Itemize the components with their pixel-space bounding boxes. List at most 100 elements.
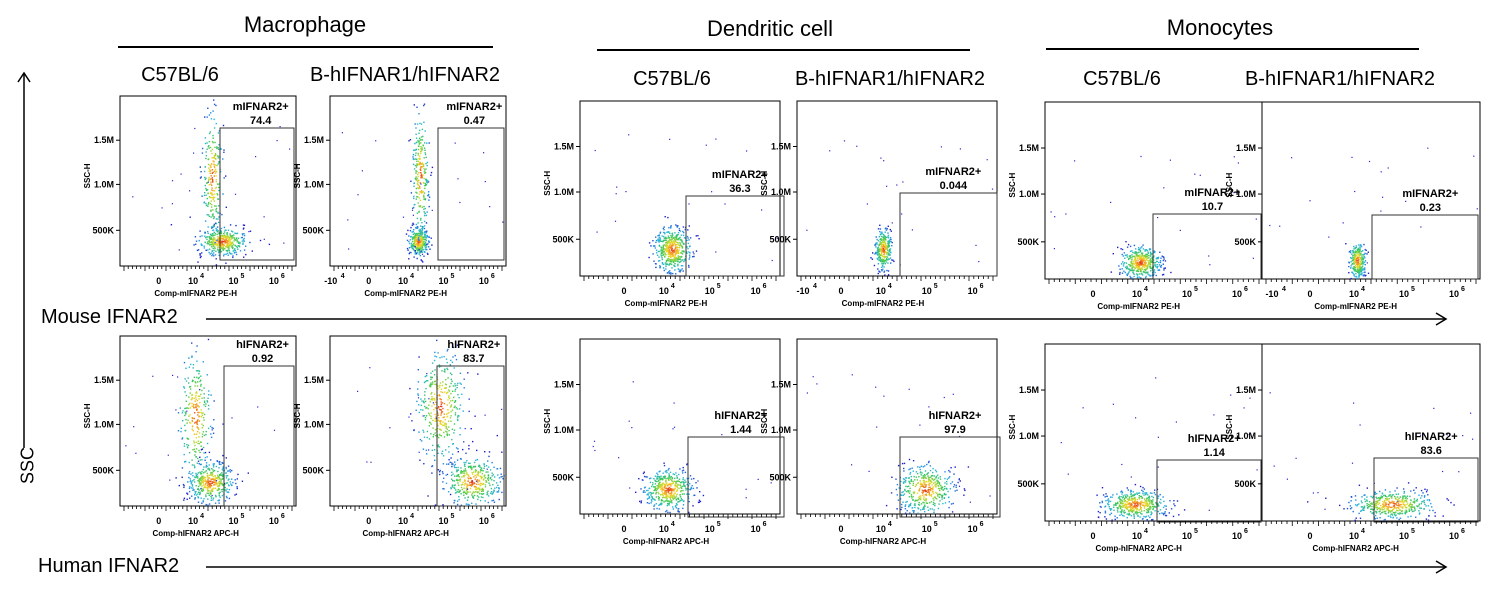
event-dot xyxy=(1125,268,1128,270)
event-dot xyxy=(415,253,418,255)
event-dot xyxy=(191,417,194,420)
event-dot xyxy=(199,389,201,391)
event-dot xyxy=(657,260,660,262)
event-dot xyxy=(422,244,424,246)
event-dot xyxy=(223,236,226,238)
event-dot xyxy=(194,400,196,402)
event-dot xyxy=(205,433,207,436)
event-dot xyxy=(191,459,193,461)
event-dot xyxy=(491,461,493,464)
event-dot xyxy=(1121,248,1124,251)
event-dot xyxy=(455,479,458,481)
event-dot xyxy=(683,485,685,487)
event-dot xyxy=(669,270,671,272)
event-dot xyxy=(677,484,679,486)
event-dot xyxy=(243,227,245,229)
event-dot xyxy=(667,500,669,502)
event-dot xyxy=(450,400,452,402)
event-dot xyxy=(449,461,451,463)
event-dot xyxy=(1348,261,1350,263)
event-dot xyxy=(259,239,262,242)
event-dot xyxy=(207,236,209,238)
event-dot xyxy=(666,241,668,243)
event-dot xyxy=(688,512,690,514)
event-dot xyxy=(419,163,421,165)
event-dot xyxy=(431,362,434,364)
event-dot xyxy=(674,248,676,250)
event-dot xyxy=(889,248,892,250)
event-dot xyxy=(234,193,237,195)
x-tick-label: 10 xyxy=(398,516,408,526)
event-dot xyxy=(194,412,196,414)
event-dot xyxy=(439,434,441,436)
event-dot xyxy=(213,255,215,257)
event-dot xyxy=(686,251,688,253)
plot-frame xyxy=(1261,101,1481,280)
event-dot xyxy=(886,249,889,252)
event-dot xyxy=(418,431,420,433)
event-dot xyxy=(195,472,197,475)
event-dot xyxy=(1148,256,1150,259)
event-dot xyxy=(682,226,685,228)
event-dot xyxy=(222,470,224,472)
event-dot xyxy=(433,393,436,395)
event-dot xyxy=(675,256,677,259)
event-dot xyxy=(876,250,879,252)
event-dot xyxy=(215,241,217,244)
event-dot xyxy=(489,469,492,471)
event-dot xyxy=(236,487,238,490)
event-dot xyxy=(450,410,452,413)
event-dot xyxy=(459,489,461,492)
event-dot xyxy=(687,477,690,480)
event-dot xyxy=(208,467,210,469)
event-dot xyxy=(473,471,475,473)
event-dot xyxy=(911,229,913,231)
event-dot xyxy=(463,487,465,489)
x-tick-label-zero: 0 xyxy=(156,276,161,286)
event-dot xyxy=(204,116,206,118)
event-dot xyxy=(420,239,422,241)
event-dot xyxy=(423,198,425,200)
event-dot xyxy=(715,251,717,253)
event-dot xyxy=(418,162,420,164)
event-dot xyxy=(423,167,425,170)
event-dot xyxy=(467,503,469,505)
event-dot xyxy=(221,461,223,464)
event-dot xyxy=(229,235,232,237)
event-dot xyxy=(670,253,672,255)
event-dot xyxy=(1362,254,1364,256)
event-dot xyxy=(668,240,670,242)
event-dot xyxy=(459,427,461,429)
event-dot xyxy=(222,475,224,478)
event-dot xyxy=(419,182,421,184)
event-dot xyxy=(415,226,417,229)
event-dot xyxy=(457,475,459,477)
event-dot xyxy=(1133,244,1136,247)
event-dot xyxy=(679,269,681,271)
event-dot xyxy=(177,412,180,414)
event-dot xyxy=(496,434,498,437)
event-dot xyxy=(464,491,466,493)
event-dot xyxy=(220,478,222,480)
event-dot xyxy=(677,498,680,501)
event-dot xyxy=(208,394,210,396)
event-dot xyxy=(421,260,423,262)
event-dot xyxy=(409,230,412,232)
event-dot xyxy=(220,474,222,476)
event-dot xyxy=(484,484,487,486)
event-dot xyxy=(422,243,425,245)
event-dot xyxy=(666,244,668,246)
event-dot xyxy=(497,490,500,492)
event-dot xyxy=(212,234,215,237)
event-dot xyxy=(208,170,210,172)
event-dot xyxy=(189,478,191,480)
event-dot xyxy=(203,413,206,416)
event-dot xyxy=(1159,260,1162,262)
event-dot xyxy=(193,494,196,496)
event-dot xyxy=(214,164,217,166)
event-dot xyxy=(1354,251,1356,254)
event-dot xyxy=(184,378,186,380)
event-dot xyxy=(232,244,235,246)
event-dot xyxy=(1127,267,1129,270)
event-dot xyxy=(228,238,231,241)
